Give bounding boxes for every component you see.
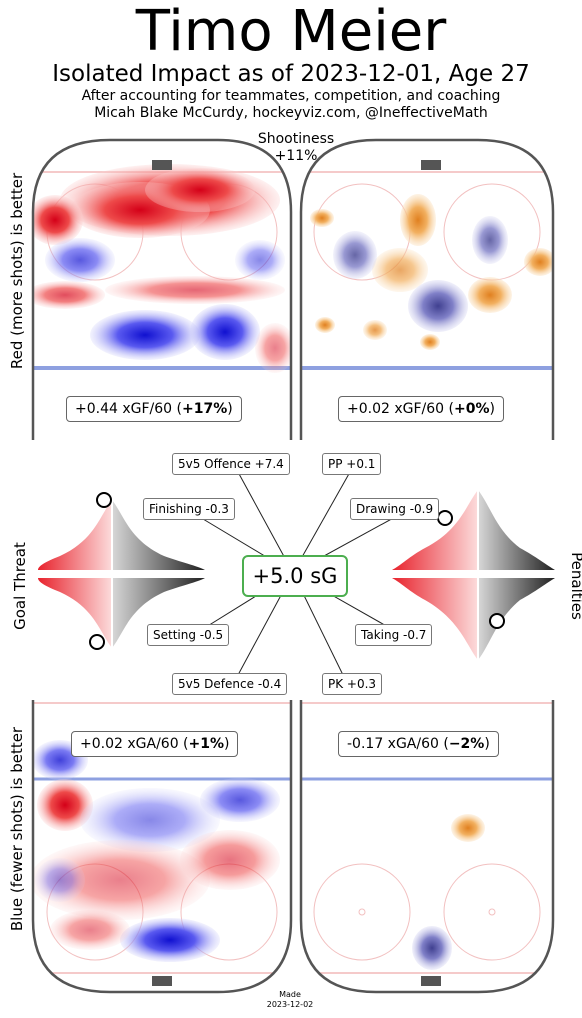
pp-box: PP +0.1: [322, 453, 382, 475]
defence-5v5-heatmap: [33, 740, 280, 962]
drawing-marker: [437, 510, 453, 526]
defence-pk-heatmap: [412, 814, 485, 970]
offence-pp-heatmap: [310, 194, 553, 350]
rate-box-pp-offence: +0.02 xGF/60 (+0%): [338, 396, 504, 422]
penalties-distribution: [392, 486, 555, 664]
top-axis-label: Red (more shots) is better: [8, 172, 26, 370]
setting-marker: [89, 634, 105, 650]
ev-offence-box: 5v5 Offence +7.4: [172, 453, 290, 475]
setting-box: Setting -0.5: [147, 624, 230, 646]
ev-defence-box: 5v5 Defence -0.4: [172, 673, 288, 695]
rate-box-pk-defence: -0.17 xGA/60 (−2%): [338, 731, 499, 757]
made-label: Made: [279, 990, 301, 999]
goal-threat-distribution: [38, 492, 205, 652]
total-sg-box: +5.0 sG: [242, 555, 348, 597]
goal-threat-label: Goal Threat: [11, 542, 29, 630]
defence-5v5-rink: [31, 700, 293, 994]
taking-marker: [489, 613, 505, 629]
shootiness-value: +11%: [274, 148, 318, 164]
page-title: Timo Meier: [135, 0, 447, 64]
offence-5v5-rink: [31, 138, 293, 440]
offence-pp-rink: [299, 138, 555, 440]
penalties-label: Penalties: [568, 552, 582, 620]
shootiness-label: Shootiness: [257, 131, 335, 147]
rate-box-5v5-offence: +0.44 xGF/60 (+17%): [66, 396, 242, 422]
bottom-axis-label: Blue (fewer shots) is better: [8, 726, 26, 932]
drawing-box: Drawing -0.9: [350, 498, 440, 520]
finishing-box: Finishing -0.3: [143, 498, 235, 520]
taking-box: Taking -0.7: [355, 624, 433, 646]
made-date: Made 2023-12-02: [240, 990, 340, 1010]
pk-box: PK +0.3: [322, 673, 383, 695]
made-date-value: 2023-12-02: [266, 1000, 314, 1009]
method-note: After accounting for teammates, competit…: [81, 88, 501, 104]
rate-box-5v5-defence: +0.02 xGA/60 (+1%): [71, 731, 239, 757]
finishing-marker: [96, 492, 112, 508]
page-subtitle: Isolated Impact as of 2023-12-01, Age 27: [52, 61, 530, 87]
credit-line: Micah Blake McCurdy, hockeyviz.com, @Ine…: [94, 105, 488, 121]
offence-5v5-heatmap: [33, 164, 291, 373]
